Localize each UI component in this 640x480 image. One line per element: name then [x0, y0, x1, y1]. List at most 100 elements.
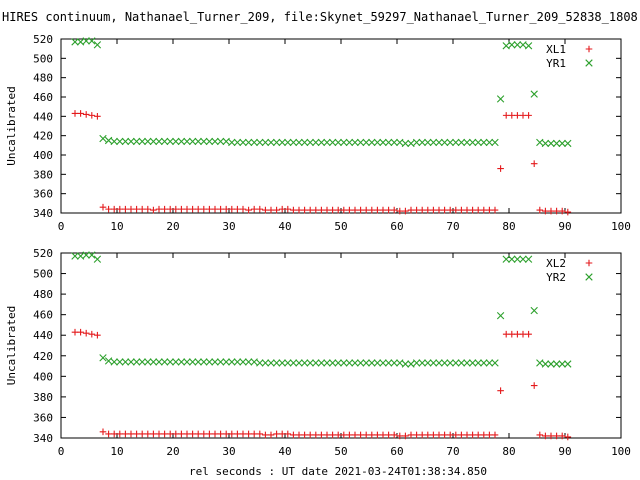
data-point	[390, 359, 398, 367]
data-point	[200, 358, 208, 366]
y-tick-label: 420	[33, 350, 53, 363]
data-point	[485, 138, 494, 147]
data-point	[452, 359, 460, 367]
data-point	[278, 138, 286, 147]
data-point	[323, 206, 331, 214]
data-point	[217, 205, 224, 213]
data-point	[390, 431, 398, 439]
data-point	[127, 205, 135, 213]
x-tick-label: 90	[558, 445, 571, 458]
data-point	[261, 359, 270, 367]
data-point	[547, 207, 555, 215]
data-point	[250, 138, 258, 147]
data-point	[429, 138, 438, 147]
x-tick-label: 20	[166, 445, 179, 458]
series-xl2	[71, 328, 572, 441]
data-point	[368, 138, 376, 147]
data-point	[435, 431, 443, 439]
data-point	[267, 206, 275, 214]
data-point	[166, 430, 174, 438]
data-point	[205, 358, 214, 366]
data-point	[334, 138, 342, 147]
data-point	[290, 431, 297, 439]
data-point	[541, 139, 550, 148]
legend-label: XL1	[546, 43, 566, 56]
data-point	[104, 357, 113, 365]
data-point	[547, 432, 555, 440]
data-point	[244, 358, 253, 366]
data-point	[256, 138, 264, 147]
data-point	[424, 431, 432, 439]
data-point	[452, 206, 460, 214]
data-point	[138, 205, 146, 213]
data-point	[234, 205, 241, 213]
x-tick-label: 0	[58, 445, 65, 458]
data-point	[250, 430, 258, 438]
data-point	[374, 206, 381, 214]
y-tick-label: 500	[33, 52, 53, 65]
data-point	[514, 112, 521, 119]
data-point	[547, 360, 555, 368]
data-point	[256, 359, 264, 367]
data-point	[564, 208, 572, 216]
data-point	[356, 138, 365, 147]
data-point	[407, 431, 415, 439]
data-point	[116, 358, 124, 366]
data-point	[524, 255, 533, 263]
data-point	[82, 111, 90, 118]
data-point	[127, 137, 135, 146]
data-point	[278, 430, 286, 438]
data-point	[200, 205, 208, 213]
x-tick-label: 30	[222, 445, 235, 458]
data-point	[189, 205, 196, 213]
data-point	[429, 359, 438, 367]
data-point	[239, 358, 247, 366]
data-point	[564, 433, 572, 441]
data-point	[144, 137, 152, 146]
data-point	[351, 206, 359, 214]
data-point	[452, 138, 460, 147]
data-point	[284, 430, 292, 438]
data-point	[278, 359, 286, 367]
data-point	[178, 430, 185, 438]
data-point	[541, 360, 550, 368]
data-point	[228, 430, 236, 438]
data-point	[491, 138, 499, 147]
data-point	[233, 138, 242, 147]
series-xl1	[71, 110, 572, 216]
data-point	[216, 137, 225, 146]
data-point	[116, 430, 124, 438]
data-point	[267, 138, 275, 147]
data-point	[536, 359, 544, 367]
data-point	[491, 206, 499, 214]
data-point	[183, 358, 191, 366]
chart-title: HIRES continuum, Nathanael_Turner_209, f…	[2, 10, 640, 24]
data-point	[463, 138, 471, 147]
y-tick-label: 340	[33, 207, 53, 220]
data-point	[558, 360, 566, 368]
x-tick-label: 70	[446, 445, 459, 458]
y-tick-label: 520	[33, 33, 53, 46]
data-point	[345, 138, 354, 147]
data-point	[452, 431, 460, 439]
data-point	[552, 360, 561, 368]
data-point	[306, 138, 314, 147]
data-point	[374, 431, 381, 439]
data-point	[256, 430, 264, 438]
data-point	[552, 139, 561, 148]
data-point	[284, 138, 292, 147]
data-point	[177, 358, 186, 366]
data-point	[435, 206, 443, 214]
data-point	[480, 431, 488, 439]
data-point	[441, 206, 448, 214]
y-tick-label: 500	[33, 268, 53, 281]
x-tick-label: 90	[558, 220, 571, 233]
data-point	[373, 359, 382, 367]
y-tick-label: 480	[33, 72, 53, 85]
data-point	[132, 137, 141, 146]
data-point	[513, 255, 522, 263]
data-point	[446, 206, 454, 214]
data-point	[144, 358, 152, 366]
data-point	[88, 251, 96, 259]
